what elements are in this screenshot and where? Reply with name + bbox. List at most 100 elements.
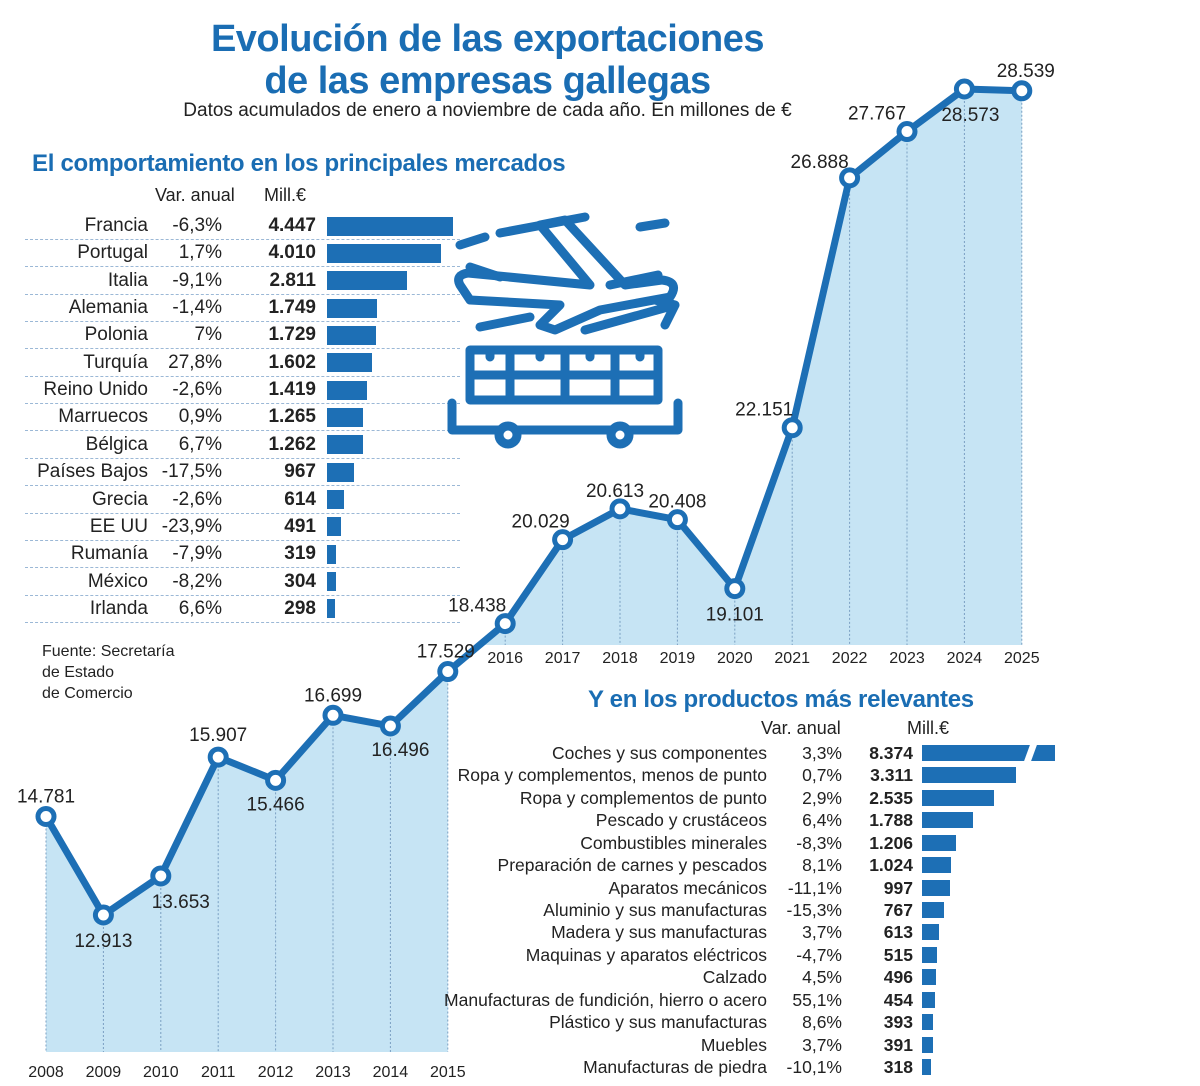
category-label: Turquía bbox=[83, 351, 148, 373]
markets-section-title: El comportamiento en los principales mer… bbox=[32, 150, 566, 177]
x-tick-label: 2010 bbox=[143, 1064, 179, 1081]
bar bbox=[922, 879, 951, 896]
bar bbox=[922, 834, 957, 851]
var-anual-value: -9,1% bbox=[172, 269, 222, 291]
var-anual-value: 1,7% bbox=[178, 242, 222, 264]
x-tick-label: 2022 bbox=[832, 650, 868, 667]
table-row: Ropa y complementos, menos de punto 0,7% 3… bbox=[0, 762, 1200, 788]
row-divider bbox=[25, 621, 460, 623]
data-point bbox=[953, 78, 975, 100]
airplane-and-cargo-truck-icon bbox=[447, 212, 683, 449]
bar bbox=[922, 767, 1016, 784]
bar bbox=[922, 991, 935, 1008]
var-anual-value: 0,9% bbox=[178, 406, 222, 428]
table-row: Pescado y crustáceos 6,4% 1.788 bbox=[0, 807, 1200, 833]
table-row: Alemania -1,4% 1.749 bbox=[0, 295, 1200, 323]
data-point bbox=[781, 417, 803, 439]
area-fill-left bbox=[46, 671, 448, 1052]
bar bbox=[327, 435, 363, 455]
row-divider bbox=[25, 375, 460, 377]
category-label: Calzado bbox=[702, 967, 767, 988]
data-label: 15.907 bbox=[189, 725, 247, 746]
value-label: 298 bbox=[284, 597, 316, 619]
bar bbox=[922, 1036, 934, 1053]
category-label: Rumanía bbox=[70, 543, 148, 565]
var-anual-value: -2,6% bbox=[172, 379, 222, 401]
markets-var-header: Var. anual bbox=[155, 185, 235, 205]
bar bbox=[327, 490, 345, 509]
x-tick-label: 2023 bbox=[889, 650, 925, 667]
category-label: Muebles bbox=[700, 1034, 767, 1055]
table-row: Países Bajos -17,5% 967 bbox=[0, 459, 1200, 487]
value-label: 391 bbox=[883, 1034, 913, 1055]
data-label: 17.529 bbox=[417, 642, 475, 663]
var-anual-value: -17,5% bbox=[161, 461, 222, 483]
table-row: Marruecos 0,9% 1.265 bbox=[0, 404, 1200, 432]
value-label: 613 bbox=[883, 922, 913, 943]
table-row: Reino Unido -2,6% 1.419 bbox=[0, 377, 1200, 405]
value-label: 2.811 bbox=[269, 269, 317, 291]
table-row: Ropa y complementos de punto 2,9% 2.535 bbox=[0, 785, 1200, 811]
x-tick-label: 2025 bbox=[1004, 650, 1040, 667]
area-fill-right bbox=[479, 89, 1022, 645]
bar bbox=[327, 407, 363, 427]
category-label: Irlanda bbox=[89, 597, 148, 619]
data-label: 19.101 bbox=[706, 605, 764, 626]
category-label: México bbox=[87, 570, 148, 592]
value-label: 318 bbox=[883, 1057, 913, 1078]
table-row: EE UU -23,9% 491 bbox=[0, 514, 1200, 541]
value-label: 1.729 bbox=[268, 324, 316, 346]
value-label: 8.374 bbox=[869, 743, 913, 763]
var-anual-value: -15,3% bbox=[786, 900, 842, 920]
data-label: 20.613 bbox=[586, 481, 644, 502]
x-tick-label: 2024 bbox=[947, 650, 983, 667]
category-label: Aluminio y sus manufacturas bbox=[543, 900, 767, 920]
category-label: Francia bbox=[84, 215, 148, 236]
value-label: 1.749 bbox=[268, 297, 316, 319]
x-tick-label: 2016 bbox=[487, 650, 523, 667]
bar bbox=[327, 599, 336, 619]
var-anual-value: 2,9% bbox=[802, 787, 842, 808]
x-tick-label: 2019 bbox=[660, 650, 696, 667]
table-row: Calzado 4,5% 496 bbox=[0, 964, 1200, 990]
var-anual-value: -4,7% bbox=[796, 944, 842, 965]
bar bbox=[327, 544, 337, 564]
x-tick-label: 2018 bbox=[602, 650, 638, 667]
value-label: 393 bbox=[883, 1012, 913, 1033]
row-divider bbox=[25, 485, 460, 487]
x-tick-label: 2021 bbox=[774, 650, 810, 667]
x-tick-label: 2008 bbox=[28, 1064, 64, 1081]
row-divider bbox=[25, 457, 460, 459]
var-anual-value: -10,1% bbox=[786, 1057, 842, 1078]
data-label: 14.781 bbox=[17, 786, 75, 807]
bar bbox=[922, 812, 973, 829]
data-point bbox=[494, 613, 516, 635]
data-label: 15.466 bbox=[247, 794, 305, 815]
bar bbox=[327, 271, 407, 291]
var-anual-value: 7% bbox=[194, 324, 222, 346]
table-row: Irlanda 6,6% 298 bbox=[0, 596, 1200, 623]
category-label: Combustibles minerales bbox=[580, 832, 767, 853]
value-label: 1.262 bbox=[268, 433, 316, 455]
data-label: 18.438 bbox=[448, 596, 506, 617]
value-label: 1.788 bbox=[869, 810, 913, 831]
table-row: Rumanía -7,9% 319 bbox=[0, 541, 1200, 569]
source-line: de Comercio bbox=[42, 685, 133, 702]
row-divider bbox=[25, 430, 460, 432]
row-divider bbox=[25, 266, 460, 268]
category-label: Marruecos bbox=[58, 406, 148, 428]
chart-subtitle: Datos acumulados de enero a noviembre de… bbox=[183, 100, 792, 121]
x-tick-label: 2015 bbox=[430, 1064, 466, 1081]
row-divider bbox=[25, 567, 460, 569]
bar bbox=[327, 243, 441, 263]
value-label: 4.447 bbox=[268, 215, 316, 236]
data-label: 16.699 bbox=[304, 685, 362, 706]
value-label: 515 bbox=[883, 944, 913, 965]
table-row: Madera y sus manufacturas 3,7% 613 bbox=[0, 919, 1200, 945]
source-line: de Estado bbox=[42, 664, 115, 681]
x-tick-label: 2017 bbox=[545, 650, 581, 667]
table-row: México -8,2% 304 bbox=[0, 569, 1200, 596]
bar bbox=[922, 1014, 934, 1031]
